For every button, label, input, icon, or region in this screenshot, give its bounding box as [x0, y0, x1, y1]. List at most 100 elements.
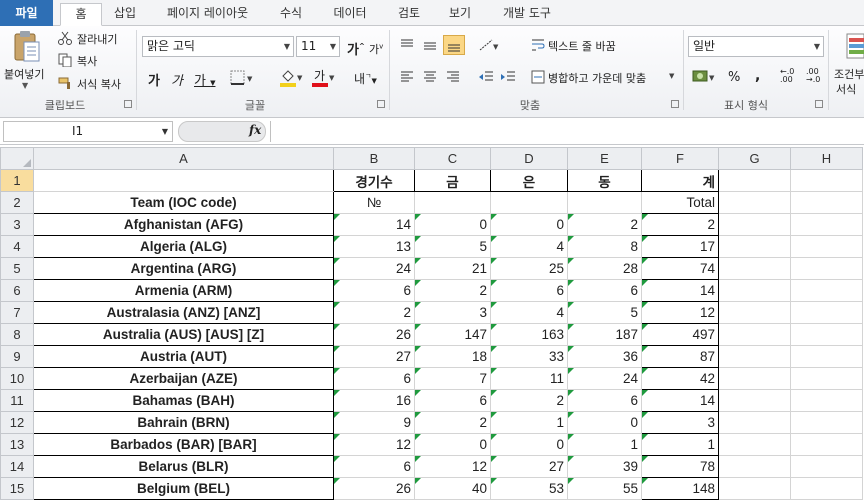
cell[interactable]	[718, 279, 791, 302]
increase-indent-icon[interactable]	[500, 70, 516, 84]
number-format-select[interactable]: 일반 ▼	[688, 36, 824, 57]
cell[interactable]	[790, 279, 863, 302]
cell[interactable]: 5	[414, 235, 491, 258]
align-left-icon[interactable]	[400, 70, 414, 84]
decrease-decimal-button[interactable]: .00 →.0	[806, 67, 821, 84]
cell[interactable]: 0	[567, 411, 642, 434]
cell[interactable]: 3	[641, 411, 719, 434]
cell[interactable]	[790, 323, 863, 346]
cell[interactable]	[790, 169, 863, 192]
cell[interactable]: 6	[333, 279, 415, 302]
cell[interactable]: 5	[567, 301, 642, 324]
align-top-icon[interactable]	[400, 38, 414, 52]
cell[interactable]	[718, 345, 791, 368]
cell[interactable]	[790, 191, 863, 214]
column-header-c[interactable]: C	[414, 147, 491, 170]
clipboard-launcher-icon[interactable]	[124, 100, 132, 108]
cell[interactable]: 2	[414, 279, 491, 302]
number-launcher-icon[interactable]	[815, 100, 823, 108]
cell[interactable]: 7	[414, 367, 491, 390]
cell[interactable]: 6	[333, 455, 415, 478]
cell[interactable]: 27	[333, 345, 415, 368]
tab-insert[interactable]: 삽입	[113, 6, 137, 20]
tab-home[interactable]: 홈	[60, 3, 102, 26]
cell[interactable]: 0	[414, 433, 491, 456]
cell[interactable]	[718, 389, 791, 412]
column-header-h[interactable]: H	[790, 147, 863, 170]
insert-function-button[interactable]: fx	[249, 123, 262, 137]
column-header-e[interactable]: E	[567, 147, 642, 170]
cell[interactable]	[718, 323, 791, 346]
cell[interactable]	[718, 477, 791, 500]
cell[interactable]	[790, 301, 863, 324]
cell[interactable]: 0	[490, 213, 568, 236]
row-header[interactable]: 8	[0, 323, 34, 346]
cut-button[interactable]: 잘라내기	[77, 33, 118, 46]
cell[interactable]	[490, 191, 568, 214]
cell[interactable]: 1	[490, 411, 568, 434]
cell[interactable]: 53	[490, 477, 568, 500]
row-header[interactable]: 1	[0, 169, 34, 192]
tab-view[interactable]: 보기	[448, 6, 472, 20]
align-bottom-icon[interactable]	[443, 35, 465, 55]
column-header-d[interactable]: D	[490, 147, 568, 170]
shrink-font-button[interactable]: 가v	[369, 42, 384, 56]
increase-decimal-button[interactable]: ←.0.00	[780, 67, 795, 84]
row-header[interactable]: 11	[0, 389, 34, 412]
conditional-formatting-icon[interactable]	[846, 32, 864, 60]
cell[interactable]	[718, 169, 791, 192]
cell[interactable]	[790, 235, 863, 258]
column-header-f[interactable]: F	[641, 147, 719, 170]
column-header-a[interactable]: A	[33, 147, 334, 170]
bold-button[interactable]: 가	[148, 74, 160, 89]
cell[interactable]: 1	[567, 433, 642, 456]
decrease-indent-icon[interactable]	[478, 70, 494, 84]
cell[interactable]: 8	[567, 235, 642, 258]
cell[interactable]: Team (IOC code)	[33, 191, 334, 214]
accounting-format-icon[interactable]: ▼	[692, 68, 718, 86]
percent-button[interactable]: %	[728, 70, 741, 85]
align-middle-icon[interactable]	[423, 38, 437, 52]
alignment-launcher-icon[interactable]	[671, 100, 679, 108]
cell[interactable]: 4	[490, 301, 568, 324]
cell[interactable]: 27	[490, 455, 568, 478]
name-box-dropdown-icon[interactable]: ▼	[161, 127, 168, 136]
cell[interactable]	[718, 411, 791, 434]
cell[interactable]	[718, 191, 791, 214]
cell[interactable]	[790, 345, 863, 368]
cell[interactable]: Bahamas (BAH)	[33, 389, 334, 412]
cell[interactable]: 6	[567, 389, 642, 412]
cell[interactable]: Afghanistan (AFG)	[33, 213, 334, 236]
cell[interactable]: 0	[490, 433, 568, 456]
cell[interactable]: 12	[333, 433, 415, 456]
cell[interactable]: 148	[641, 477, 719, 500]
cell[interactable]: 42	[641, 367, 719, 390]
cell[interactable]: 14	[641, 389, 719, 412]
cell[interactable]	[790, 455, 863, 478]
paste-button[interactable]: 붙여넣기	[4, 68, 45, 81]
cell[interactable]	[790, 389, 863, 412]
orientation-icon[interactable]: ▼	[478, 38, 502, 52]
cell[interactable]: 6	[333, 367, 415, 390]
cell[interactable]: 12	[414, 455, 491, 478]
row-header[interactable]: 4	[0, 235, 34, 258]
tab-page-layout[interactable]: 페이지 레이아웃	[166, 6, 249, 20]
cell[interactable]: 40	[414, 477, 491, 500]
row-header[interactable]: 13	[0, 433, 34, 456]
cell[interactable]: 동	[567, 169, 642, 192]
paste-icon[interactable]	[12, 30, 42, 64]
cell[interactable]: 13	[333, 235, 415, 258]
cell[interactable]	[718, 257, 791, 280]
wrap-text-button[interactable]: 텍스트 줄 바꿈	[548, 40, 616, 53]
cell[interactable]	[718, 235, 791, 258]
cell[interactable]: 497	[641, 323, 719, 346]
cell[interactable]: 74	[641, 257, 719, 280]
comma-button[interactable]: ,	[755, 68, 761, 84]
cell[interactable]: 78	[641, 455, 719, 478]
row-header[interactable]: 10	[0, 367, 34, 390]
tab-developer[interactable]: 개발 도구	[503, 6, 551, 20]
formula-bar-splitter[interactable]	[178, 121, 266, 142]
cell[interactable]: 은	[490, 169, 568, 192]
cell[interactable]	[790, 433, 863, 456]
cell[interactable]: 14	[333, 213, 415, 236]
